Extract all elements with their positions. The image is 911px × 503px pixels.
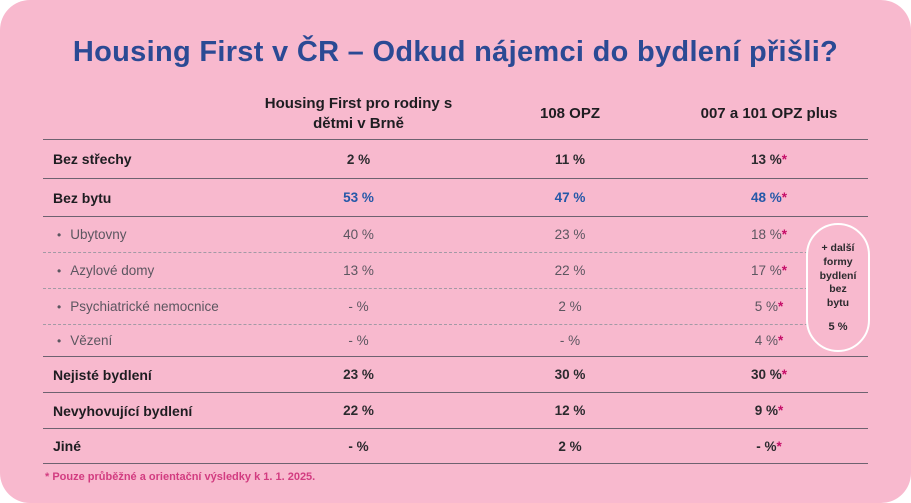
cell-brno: 13 % bbox=[343, 263, 374, 278]
header-col-007-101-opz: 007 a 101 OPZ plus bbox=[700, 104, 838, 122]
asterisk-marker: * bbox=[778, 299, 784, 314]
cell-108opz: 12 % bbox=[554, 403, 586, 418]
bullet-icon: • bbox=[57, 334, 62, 348]
table-row-jine: Jiné - % 2 % - %* bbox=[43, 429, 868, 464]
cell-108opz: 2 % bbox=[558, 299, 582, 314]
row-label: Jiné bbox=[53, 438, 82, 454]
table-row-bez-strechy: Bez střechy 2 % 11 % 13 %* bbox=[43, 140, 868, 179]
cell-007opz: 17 %* bbox=[750, 263, 788, 278]
cell-brno: - % bbox=[348, 299, 369, 314]
bullet-icon: • bbox=[57, 300, 62, 314]
bullet-icon: • bbox=[57, 228, 62, 242]
annotation-oval: + další formy bydlení bez bytu 5 % bbox=[806, 223, 870, 352]
bullet-icon: • bbox=[57, 264, 62, 278]
asterisk-marker: * bbox=[778, 333, 784, 348]
cell-108opz: 47 % bbox=[554, 190, 586, 205]
asterisk-marker: * bbox=[781, 367, 788, 382]
cell-108opz: - % bbox=[559, 333, 581, 348]
cell-007opz: 18 %* bbox=[750, 227, 788, 242]
asterisk-marker: * bbox=[776, 438, 782, 454]
cell-brno: 23 % bbox=[343, 367, 374, 382]
row-label: • Ubytovny bbox=[57, 227, 127, 242]
asterisk-marker: * bbox=[781, 190, 788, 205]
table-header-row: Housing First pro rodiny s dětmi v Brně … bbox=[43, 88, 868, 140]
asterisk-marker: * bbox=[781, 151, 788, 167]
table-row-ubytovny: • Ubytovny 40 % 23 % 18 %* bbox=[43, 217, 868, 253]
cell-007opz: - %* bbox=[756, 438, 782, 454]
row-label: Nejisté bydlení bbox=[53, 366, 152, 383]
table-row-psychiatricke-nemocnice: • Psychiatrické nemocnice - % 2 % 5 %* bbox=[43, 289, 868, 325]
cell-108opz: 2 % bbox=[558, 438, 582, 454]
cell-007opz: 5 %* bbox=[754, 299, 784, 314]
annotation-line: bydlení bbox=[819, 269, 857, 282]
annotation-line: + další bbox=[821, 242, 855, 255]
table-row-azylove-domy: • Azylové domy 13 % 22 % 17 %* bbox=[43, 253, 868, 289]
annotation-line: bez bbox=[829, 283, 847, 296]
annotation-value: 5 % bbox=[828, 320, 848, 333]
cell-108opz: 30 % bbox=[554, 367, 586, 382]
row-label: Bez bytu bbox=[53, 189, 112, 206]
asterisk-marker: * bbox=[781, 263, 788, 278]
row-label: Nevyhovující bydlení bbox=[53, 402, 193, 419]
cell-108opz: 22 % bbox=[554, 263, 586, 278]
annotation-line: formy bbox=[823, 256, 853, 269]
cell-007opz: 30 %* bbox=[750, 367, 788, 382]
cell-108opz: 23 % bbox=[554, 227, 586, 242]
row-label: • Azylové domy bbox=[57, 263, 155, 278]
cell-007opz: 4 %* bbox=[754, 333, 784, 348]
table-row-vezeni: • Vězení - % - % 4 %* bbox=[43, 325, 868, 357]
origins-table: Housing First pro rodiny s dětmi v Brně … bbox=[43, 88, 868, 464]
row-label: Bez střechy bbox=[53, 151, 132, 167]
table-row-bez-bytu: Bez bytu 53 % 47 % 48 %* bbox=[43, 179, 868, 217]
cell-brno: 40 % bbox=[343, 227, 374, 242]
cell-brno: 53 % bbox=[343, 190, 374, 205]
header-col-108-opz: 108 OPZ bbox=[539, 104, 601, 122]
footnote: * Pouze průběžné a orientační výsledky k… bbox=[45, 471, 316, 483]
annotation-line: bytu bbox=[826, 296, 850, 309]
cell-007opz: 48 %* bbox=[750, 190, 788, 205]
asterisk-marker: * bbox=[778, 403, 784, 418]
table-row-nejiste-bydleni: Nejisté bydlení 23 % 30 % 30 %* bbox=[43, 357, 868, 393]
row-label: • Vězení bbox=[57, 333, 113, 348]
row-label: • Psychiatrické nemocnice bbox=[57, 299, 219, 314]
cell-007opz: 13 %* bbox=[750, 151, 788, 167]
cell-brno: - % bbox=[348, 438, 369, 454]
cell-108opz: 11 % bbox=[554, 151, 586, 167]
cell-brno: 2 % bbox=[346, 151, 371, 167]
asterisk-marker: * bbox=[781, 227, 788, 242]
page-title: Housing First v ČR – Odkud nájemci do by… bbox=[72, 36, 839, 68]
cell-brno: - % bbox=[348, 333, 369, 348]
cell-007opz: 9 %* bbox=[754, 403, 784, 418]
header-col-brno: Housing First pro rodiny s dětmi v Brně bbox=[264, 95, 453, 132]
cell-brno: 22 % bbox=[343, 403, 374, 418]
table-row-nevyhovujici-bydleni: Nevyhovující bydlení 22 % 12 % 9 %* bbox=[43, 393, 868, 429]
